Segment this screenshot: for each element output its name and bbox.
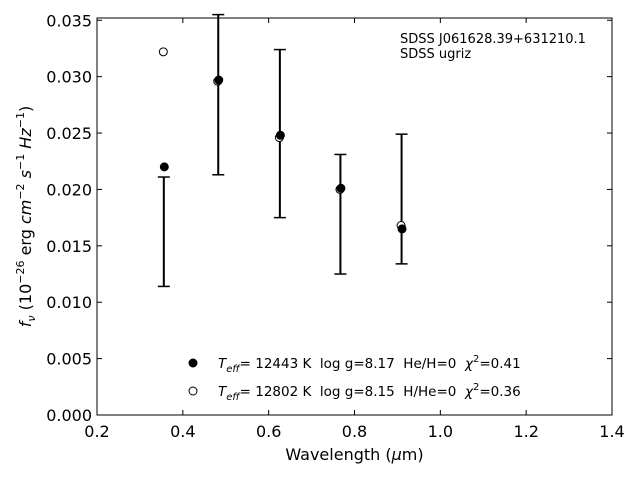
y-tick-label: 0.025 xyxy=(46,124,92,143)
legend-open-circle-marker xyxy=(188,386,198,396)
x-tick-label: 1.0 xyxy=(428,422,453,441)
x-tick-labels: 0.2 0.4 0.6 0.8 1.0 1.2 1.4 xyxy=(84,422,624,441)
y-tick-label: 0.010 xyxy=(46,293,92,312)
error-bar xyxy=(334,153,347,275)
x-axis-label: Wavelength (μm) xyxy=(285,445,423,464)
filled-circle-point xyxy=(275,130,285,140)
legend: Teff= 12443 K log g=8.17 He/H=0 χ2=0.41 T… xyxy=(188,354,521,403)
axis-ticks xyxy=(96,18,613,416)
object-name-annotation: SDSS J061628.39+631210.1 xyxy=(400,32,586,47)
x-tick-label: 0.8 xyxy=(342,422,367,441)
legend-label: Teff= 12443 K log g=8.17 He/H=0 χ2=0.41 xyxy=(218,354,521,375)
x-tick-label: 1.2 xyxy=(513,422,538,441)
error-bars xyxy=(157,13,408,288)
y-tick-label: 0.005 xyxy=(46,350,92,369)
x-tick-label: 0.2 xyxy=(84,422,109,441)
data-points xyxy=(158,47,407,234)
error-bar xyxy=(212,13,225,176)
y-tick-labels: 0.000 0.005 0.010 0.015 0.020 0.025 0.030 0.035 xyxy=(46,11,92,425)
x-tick-label: 0.4 xyxy=(170,422,195,441)
y-axis-label: fν (10−26 erg cm−2 s−1 Hz−1) xyxy=(14,106,38,327)
y-tick-label: 0.000 xyxy=(46,406,92,425)
filled-circle-point xyxy=(397,224,407,234)
y-tick-label: 0.030 xyxy=(46,68,92,87)
y-tick-label: 0.035 xyxy=(46,11,92,30)
legend-filled-circle-marker xyxy=(188,358,198,368)
filled-circle-point xyxy=(214,75,224,85)
error-bar xyxy=(395,133,408,265)
legend-label: Teff= 12802 K log g=8.15 H/He=0 χ2=0.36 xyxy=(218,382,521,403)
x-tick-label: 0.6 xyxy=(256,422,281,441)
filled-circle-point xyxy=(336,183,346,193)
open-circle-point xyxy=(158,47,168,57)
filter-set-annotation: SDSS ugriz xyxy=(400,47,471,62)
y-tick-label: 0.020 xyxy=(46,180,92,199)
error-bar xyxy=(157,176,170,288)
y-tick-label: 0.015 xyxy=(46,237,92,256)
x-tick-label: 1.4 xyxy=(599,422,624,441)
filled-circle-point xyxy=(159,162,169,172)
